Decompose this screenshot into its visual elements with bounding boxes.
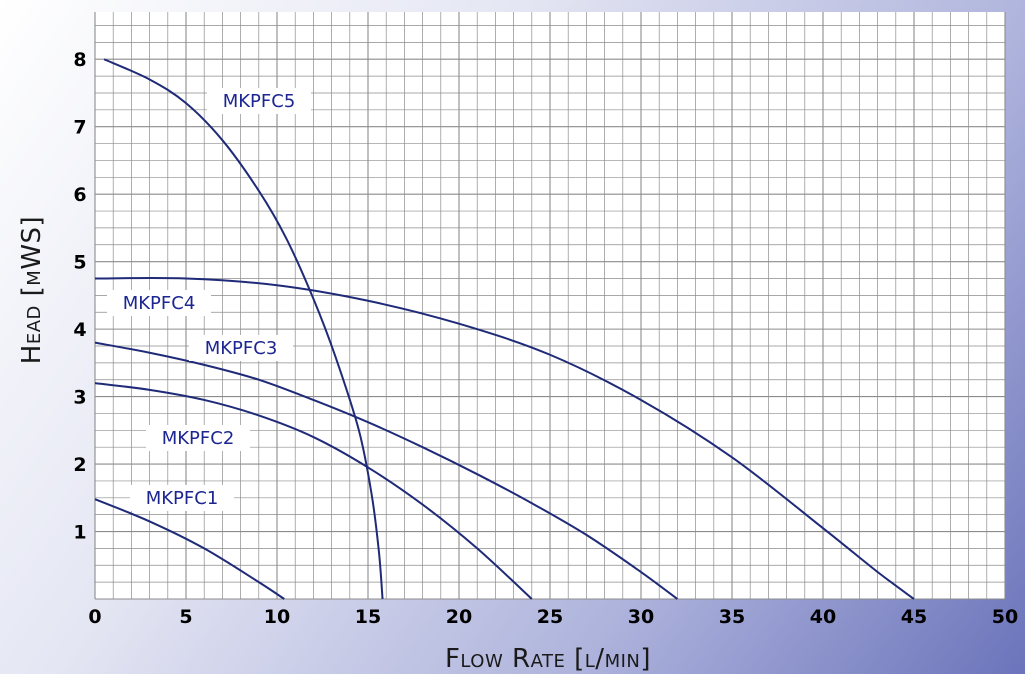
x-tick-label: 45 (901, 606, 927, 628)
x-tick-label: 25 (537, 606, 563, 628)
series-label-mkpfc1: MKPFC1 (130, 485, 234, 511)
x-tick-label: 30 (628, 606, 654, 628)
y-axis-ticks: 1 2 3 4 5 6 7 8 (73, 49, 86, 543)
x-tick-label: 40 (810, 606, 836, 628)
series-line-mkpfc1 (94, 498, 285, 600)
series-label-text: MKPFC4 (123, 293, 196, 314)
x-tick-label: 50 (992, 606, 1018, 628)
series-label-background (146, 425, 250, 451)
x-tick-label: 35 (719, 606, 745, 628)
y-tick-label: 7 (73, 117, 86, 139)
x-tick-label: 5 (179, 606, 192, 628)
x-tick-label: 15 (355, 606, 381, 628)
series-label-mkpfc2: MKPFC2 (146, 425, 250, 451)
y-tick-label: 6 (73, 184, 86, 206)
series-line-mkpfc4 (94, 277, 915, 600)
x-tick-label: 10 (264, 606, 290, 628)
x-axis-title: Flow Rate [l/min] (445, 644, 651, 674)
y-tick-label: 1 (73, 522, 86, 544)
series-label-text: MKPFC3 (205, 338, 278, 359)
series-label-background (130, 485, 234, 511)
series-line-mkpfc3 (94, 341, 678, 600)
series-line-mkpfc5 (103, 58, 384, 600)
series-label-mkpfc3: MKPFC3 (189, 335, 293, 361)
y-tick-label: 5 (73, 252, 86, 274)
series-line-mkpfc2 (94, 382, 533, 600)
series-label-background (107, 290, 211, 316)
series-label-text: MKPFC5 (223, 91, 296, 112)
series-label-text: MKPFC2 (162, 428, 235, 449)
y-tick-label: 8 (73, 49, 86, 71)
x-tick-label: 0 (88, 606, 101, 628)
y-tick-label: 3 (73, 387, 86, 409)
x-axis-ticks: 0 5 10 15 20 25 30 35 40 45 50 (88, 606, 1018, 628)
y-axis-title: Head [mWS] (17, 216, 47, 364)
series-label-text: MKPFC1 (146, 488, 219, 509)
series-label-mkpfc5: MKPFC5 (207, 88, 311, 114)
x-tick-label: 20 (446, 606, 472, 628)
y-tick-label: 4 (73, 319, 86, 341)
series-labels: MKPFC5 MKPFC4 MKPFC3 MKPFC2 MKPFC1 (107, 88, 311, 511)
series-label-background (207, 88, 311, 114)
y-tick-label: 2 (73, 454, 86, 476)
series-label-background (189, 335, 293, 361)
series-label-mkpfc4: MKPFC4 (107, 290, 211, 316)
series-curves (94, 58, 915, 600)
